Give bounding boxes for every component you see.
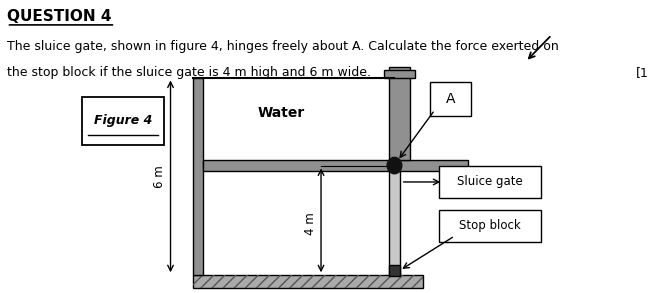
Text: the stop block if the sluice gate is 4 m high and 6 m wide.: the stop block if the sluice gate is 4 m…	[7, 66, 370, 79]
Text: Stop block: Stop block	[459, 219, 521, 232]
Text: Figure 4: Figure 4	[94, 115, 152, 127]
Text: The sluice gate, shown in figure 4, hinges freely about A. Calculate the force e: The sluice gate, shown in figure 4, hing…	[7, 40, 558, 52]
Bar	[389, 171, 400, 275]
Text: Sluice gate: Sluice gate	[457, 176, 523, 188]
Text: QUESTION 4: QUESTION 4	[7, 9, 111, 24]
FancyBboxPatch shape	[439, 166, 541, 198]
Text: 4 m: 4 m	[304, 212, 317, 235]
Bar	[389, 67, 410, 160]
Text: [1: [1	[636, 66, 649, 79]
FancyBboxPatch shape	[82, 97, 163, 145]
FancyBboxPatch shape	[430, 82, 471, 116]
Bar	[384, 70, 415, 78]
Bar	[389, 265, 400, 277]
Text: 6 m: 6 m	[154, 165, 166, 188]
Bar	[192, 78, 203, 275]
Bar	[203, 160, 468, 171]
Circle shape	[387, 157, 402, 174]
Text: Water: Water	[258, 106, 305, 120]
FancyBboxPatch shape	[439, 210, 541, 242]
Bar	[192, 275, 423, 288]
Bar	[192, 275, 423, 288]
Text: A: A	[445, 92, 455, 106]
